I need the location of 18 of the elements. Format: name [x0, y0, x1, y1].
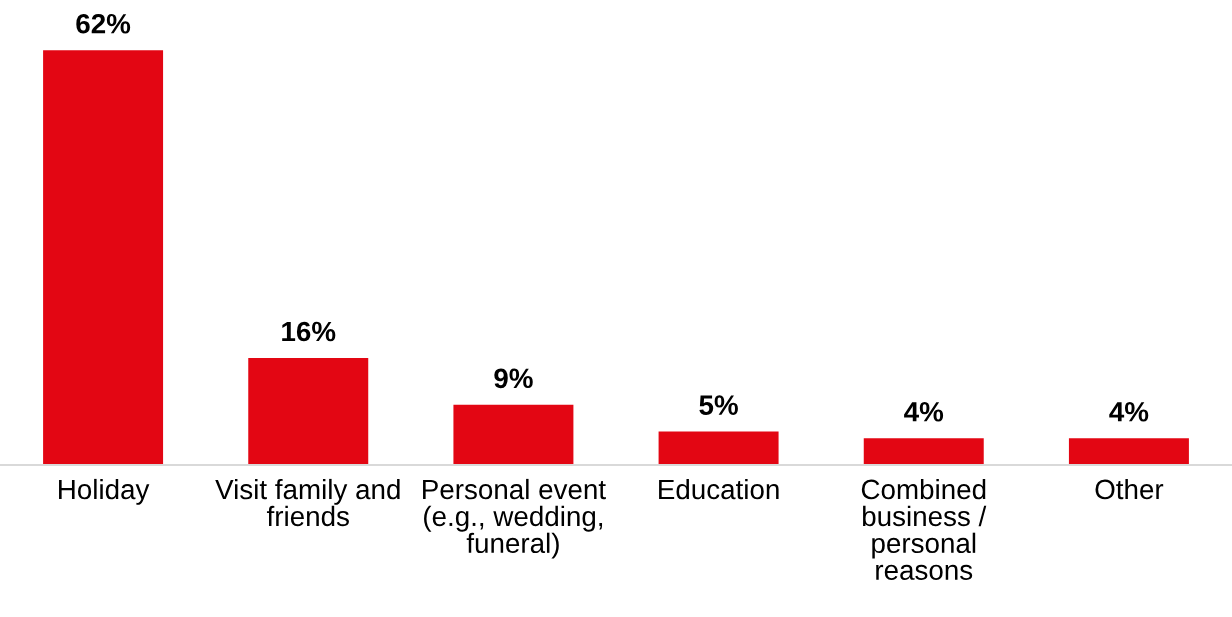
bar: [248, 357, 369, 465]
data-label: 4%: [1109, 402, 1149, 422]
data-label: 62%: [76, 13, 131, 34]
x-tick-label: Combined business / personal reasons: [861, 478, 987, 580]
x-tick-label: Personal event (e.g., wedding, funeral): [423, 478, 606, 559]
data-label: 4%: [904, 402, 944, 422]
data-label: 5%: [699, 395, 738, 415]
x-tick-label: Visit family and friends: [215, 478, 400, 527]
x-tick-label: Education: [659, 478, 779, 500]
bar: [1068, 438, 1189, 465]
x-tick-label: Holiday: [59, 478, 150, 505]
bar: [43, 50, 164, 465]
bar: [453, 404, 574, 465]
data-label: 9%: [494, 368, 533, 389]
x-tick-label: Other: [1095, 478, 1164, 500]
bar: [863, 438, 984, 465]
bar: [658, 431, 779, 465]
data-label: 16%: [282, 321, 336, 342]
